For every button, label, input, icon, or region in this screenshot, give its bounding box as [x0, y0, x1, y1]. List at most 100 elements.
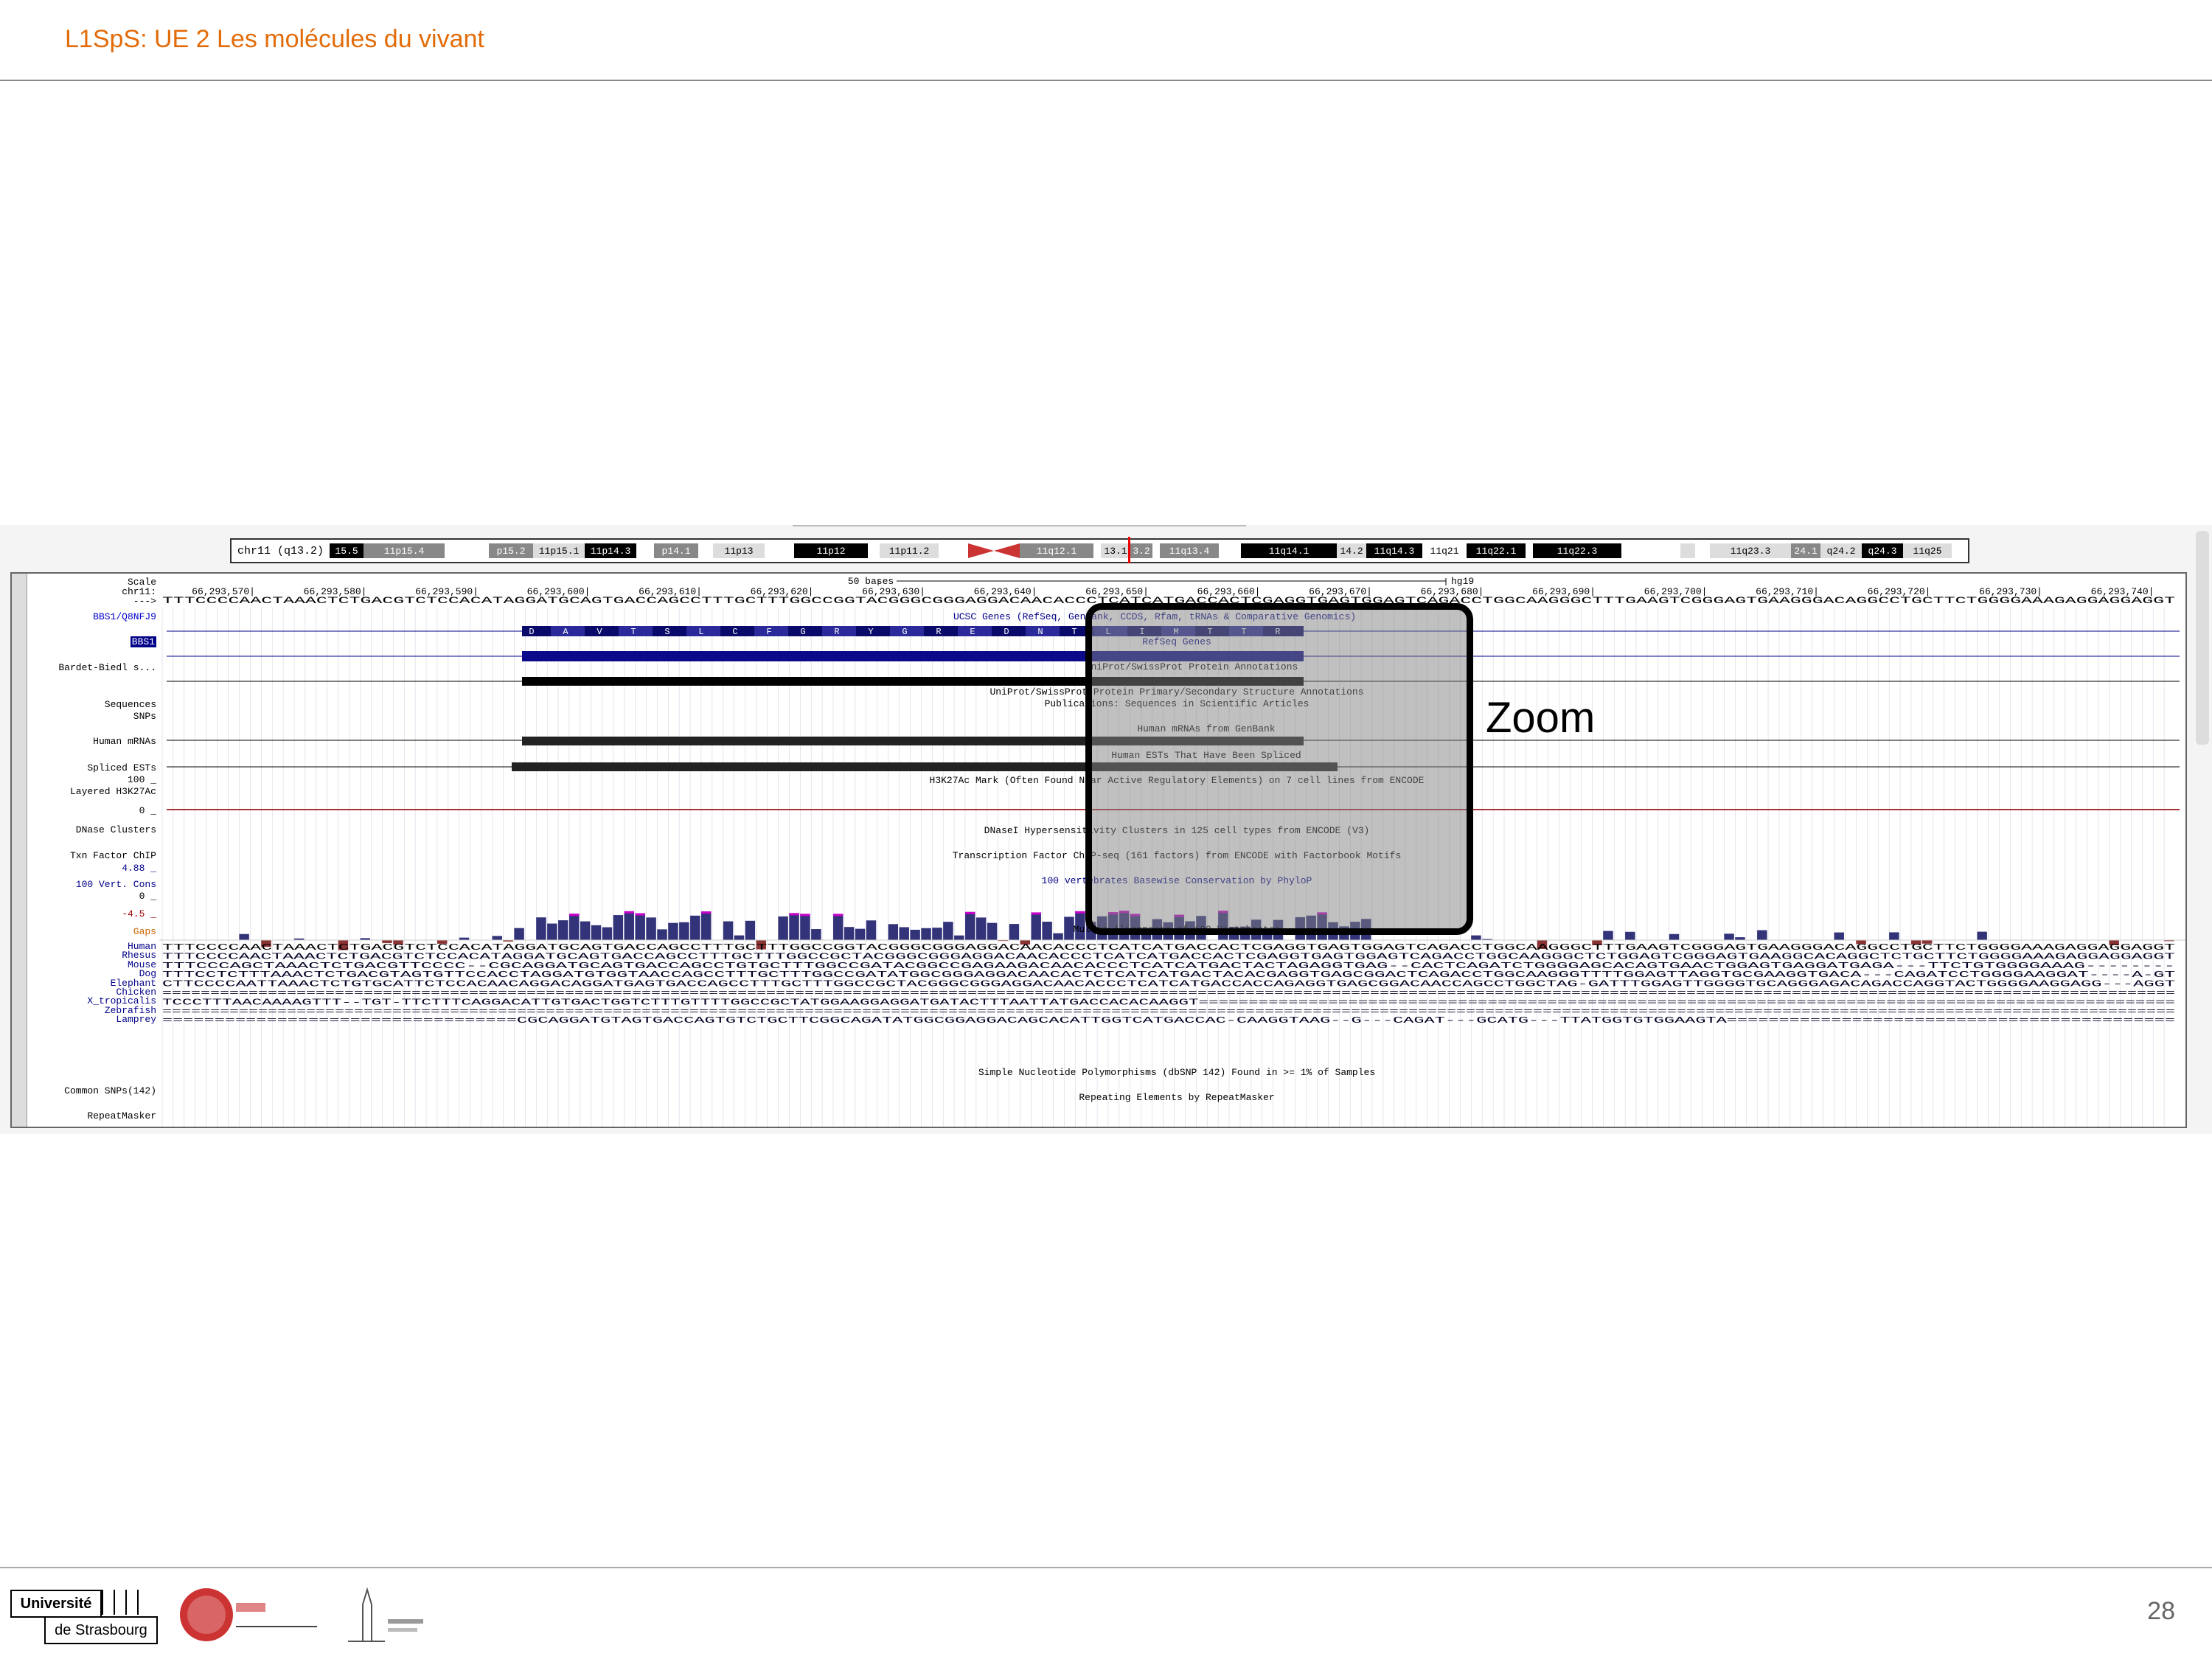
amino-acid-letter: D [529, 627, 534, 637]
ideogram-band [1680, 543, 1696, 558]
conservation-bar [679, 922, 689, 940]
label-repeatmasker[interactable]: RepeatMasker [87, 1110, 156, 1121]
conservation-cap [833, 914, 844, 917]
conservation-bar [1889, 932, 1899, 940]
conservation-cap [568, 914, 580, 917]
label-cons[interactable]: 100 Vert. Cons [75, 879, 156, 890]
conservation-cap [800, 914, 810, 917]
conservation-bar [1031, 912, 1041, 940]
ideogram-band: q24.3 [1862, 543, 1904, 558]
conservation-bar [1009, 924, 1020, 940]
conservation-bar [844, 927, 855, 940]
ruler-position: 66,293,620| [751, 586, 814, 597]
conservation-bar [294, 938, 305, 940]
conservation-bar [635, 913, 645, 940]
label-dnase[interactable]: DNase Clusters [75, 824, 156, 835]
label-human-mrnas[interactable]: Human mRNAs [93, 736, 156, 747]
ideogram-band [1621, 543, 1681, 558]
conservation-bar [723, 921, 734, 940]
amino-acid-cell [551, 626, 585, 636]
label-spliced-ests[interactable]: Spliced ESTs [87, 762, 156, 773]
reference-sequence: TTTCCCCAACTAAACTCTGACGTCTCCACATAGGATGCAG… [162, 595, 2175, 606]
footer-divider [0, 1567, 2212, 1568]
conservation-bar [1053, 933, 1063, 940]
ideogram-band [636, 543, 655, 558]
amino-acid-letter: D [1004, 627, 1009, 637]
conservation-bar [866, 920, 877, 940]
ruler-position: 66,293,690| [1532, 586, 1596, 597]
conservation-bar [1735, 937, 1745, 940]
ruler-position: 66,293,610| [639, 586, 702, 597]
ruler-position: 66,293,590| [415, 586, 479, 597]
label-sequences: Sequences [104, 699, 156, 710]
ideogram-band: 11q23.3 [1710, 543, 1792, 558]
ideogram-chrom-label: chr11 (q13.2) [237, 544, 324, 557]
hopitaux-strasbourg-logo [348, 1587, 423, 1642]
amino-acid-letter: T [630, 627, 636, 637]
amino-acid-letter: R [936, 627, 941, 637]
species-label: Dog [139, 968, 156, 980]
ideogram-band: 13.1 [1101, 543, 1131, 558]
ideogram-band [1526, 543, 1534, 558]
ideogram-band: 11p15.4 [364, 543, 445, 558]
track-labels: Scale chr11: ---> BBS1/Q8NFJ9 BBS1 Barde… [28, 574, 158, 1127]
scale-text: 50 bases [848, 576, 894, 587]
conservation-bar [1834, 932, 1844, 940]
track-control-bar[interactable] [12, 574, 27, 1127]
conservation-bar [1977, 931, 1987, 940]
conservation-bar [1910, 940, 1921, 945]
conservation-bar [1075, 911, 1085, 940]
label-bardet[interactable]: Bardet-Biedl s... [58, 662, 156, 673]
ruler-position: 66,293,700| [1644, 586, 1708, 597]
page-number: 28 [2147, 1597, 2175, 1625]
ideogram-band [765, 543, 795, 558]
label-bbs1[interactable]: BBS1 [130, 636, 156, 647]
conservation-bar [1471, 935, 1481, 940]
conservation-cap [624, 911, 634, 914]
ideogram-band: 11q13.4 [1160, 543, 1220, 558]
amino-acid-letter: N [1037, 627, 1043, 637]
species-label: Lamprey [116, 1014, 156, 1026]
label-bbs1-q8nfj9[interactable]: BBS1/Q8NFJ9 [93, 611, 156, 622]
species-label: Zebrafish [104, 1004, 156, 1016]
conservation-bar [855, 928, 866, 940]
conservation-bar [987, 922, 998, 940]
conservation-bar [1603, 931, 1613, 940]
label-common-snps[interactable]: Common SNPs(142) [64, 1085, 156, 1096]
conservation-bar [954, 935, 964, 940]
ideogram-band [445, 543, 490, 558]
chromosome-ideogram[interactable]: chr11 (q13.2) 15.5 11p15.4 p15.2 11p15.1 11p… [230, 537, 1969, 563]
ideogram-band: 11q14.1 [1241, 543, 1338, 558]
label-txn[interactable]: Txn Factor ChIP [69, 850, 156, 861]
label-gaps: Gaps [133, 926, 156, 937]
conservation-bar [700, 911, 712, 940]
amino-acid-letter: G [800, 627, 805, 637]
label-cons-max: 4.88 _ [122, 863, 156, 874]
alignment-row: ==================================CGCAGG… [162, 1015, 2175, 1026]
ideogram-band: 14.2 [1337, 543, 1367, 558]
slide-title: L1SpS: UE 2 Les molécules du vivant [65, 25, 484, 53]
amino-acid-cell [958, 626, 992, 636]
title-divider [0, 80, 2212, 81]
vertical-scrollbar[interactable] [2196, 531, 2209, 745]
title-snp: Simple Nucleotide Polymorphisms (dbSNP 1… [978, 1067, 1375, 1078]
conservation-bar [1042, 922, 1052, 940]
ruler-position: 66,293,580| [304, 586, 367, 597]
conservation-bar [888, 924, 899, 940]
conservation-bar [1537, 940, 1548, 949]
label-h3k-max: 100 _ [127, 774, 156, 785]
ideogram-band: 11p13 [713, 543, 765, 558]
conservation-bar [2164, 940, 2174, 942]
conservation-bar [602, 927, 613, 940]
conservation-bar [646, 917, 656, 940]
universite-strasbourg-logo: Université de Strasbourg [10, 1590, 158, 1644]
species-label: Human [127, 941, 156, 952]
ruler-position: 66,293,570| [192, 586, 255, 597]
ideogram-band: 11q21 [1422, 543, 1467, 558]
ruler-position: 66,293,730| [1979, 586, 2042, 597]
ideogram-band: 24.1 [1791, 543, 1821, 558]
conservation-bar [338, 940, 349, 950]
label-layered-h3k27ac[interactable]: Layered H3K27Ac [69, 786, 156, 797]
conservation-bar [690, 915, 700, 940]
ruler-position: 66,293,650| [1085, 586, 1149, 597]
